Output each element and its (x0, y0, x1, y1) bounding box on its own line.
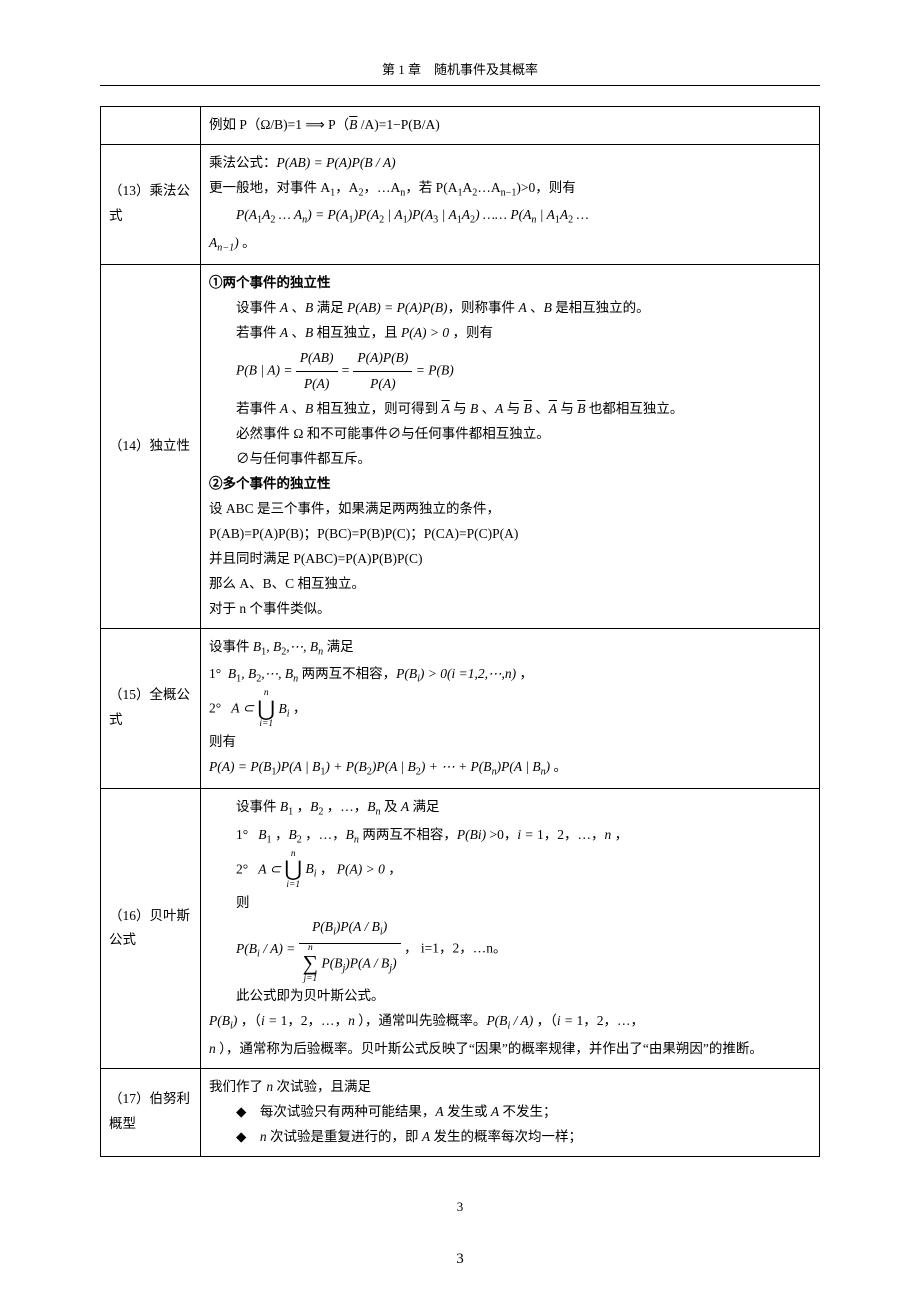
text-line: ◆ n 次试验是重复进行的，即 A 发生的概率每次均一样； (209, 1125, 811, 1150)
text-line: P(AB)=P(A)P(B)；P(BC)=P(B)P(C)；P(CA)=P(C)… (209, 522, 811, 547)
text-line: 若事件 A 、B 相互独立，则可得到 A 与 B 、A 与 B 、A 与 B 也… (209, 397, 811, 422)
text-line: An−1) 。 (209, 231, 811, 258)
page-number: 3 (100, 1197, 820, 1218)
row-content: 乘法公式：P(AB) = P(A)P(B / A) 更一般地，对事件 A1，A2… (201, 144, 820, 264)
text-line: 必然事件 Ω 和不可能事件∅与任何事件都相互独立。 (209, 422, 811, 447)
row-label (101, 106, 201, 144)
text-line: 设事件 A 、B 满足 P(AB) = P(A)P(B)，则称事件 A 、B 是… (209, 296, 811, 321)
heading: ②多个事件的独立性 (209, 472, 811, 497)
heading: ①两个事件的独立性 (209, 271, 811, 296)
text-line: P(A) = P(B1)P(A | B1) + P(B2)P(A | B2) +… (209, 755, 811, 782)
row-label: （16）贝叶斯公式 (101, 789, 201, 1069)
text-line: P(Bi / A) = P(Bi)P(A / Bi)n∑j=1 P(Bj)P(A… (209, 915, 811, 984)
text-line: 则有 (209, 730, 811, 755)
text-line: ∅与任何事件都互斥。 (209, 447, 811, 472)
text-line: 则 (209, 891, 811, 916)
table-row: （15）全概公式 设事件 B1, B2,⋯, Bn 满足 1° B1, B2,⋯… (101, 628, 820, 789)
text-line: 2° A ⊂ n⋃i=1 Bi ， (209, 689, 811, 730)
table-row: （14）独立性 ①两个事件的独立性 设事件 A 、B 满足 P(AB) = P(… (101, 264, 820, 628)
row-label: （17）伯努利概型 (101, 1068, 201, 1156)
text-line: ◆ 每次试验只有两种可能结果，A 发生或 A 不发生； (209, 1100, 811, 1125)
row-content: 例如 P（Ω/B)=1 ⟹ P（B /A)=1−P(B/A) (201, 106, 820, 144)
text-line: 2° A ⊂ n⋃i=1 Bi ， P(A) > 0 ， (209, 850, 811, 891)
text-line: P(B | A) = P(AB)P(A) = P(A)P(B)P(A) = P(… (209, 346, 811, 397)
text-line: 并且同时满足 P(ABC)=P(A)P(B)P(C) (209, 547, 811, 572)
table-row: （17）伯努利概型 我们作了 n 次试验，且满足 ◆ 每次试验只有两种可能结果，… (101, 1068, 820, 1156)
table-row: （13）乘法公式 乘法公式：P(AB) = P(A)P(B / A) 更一般地，… (101, 144, 820, 264)
text-line: 更一般地，对事件 A1，A2，…An，若 P(A1A2…An−1)>0，则有 (209, 176, 811, 203)
text-line: 对于 n 个事件类似。 (209, 597, 811, 622)
text-line: 我们作了 n 次试验，且满足 (209, 1075, 811, 1100)
text-line: P(Bi) ，（i = 1，2，…，n ），通常叫先验概率。P(Bi / A) … (209, 1009, 811, 1036)
row-content: 设事件 B1, B2,⋯, Bn 满足 1° B1, B2,⋯, Bn 两两互不… (201, 628, 820, 789)
row-content: 我们作了 n 次试验，且满足 ◆ 每次试验只有两种可能结果，A 发生或 A 不发… (201, 1068, 820, 1156)
row-label: （15）全概公式 (101, 628, 201, 789)
text-line: 乘法公式：P(AB) = P(A)P(B / A) (209, 151, 811, 176)
table-row: 例如 P（Ω/B)=1 ⟹ P（B /A)=1−P(B/A) (101, 106, 820, 144)
row-content: 设事件 B1 ，B2 ，…，Bn 及 A 满足 1° B1 ，B2 ，…，Bn … (201, 789, 820, 1069)
text-line: n ），通常称为后验概率。贝叶斯公式反映了“因果”的概率规律，并作出了“由果朔因… (209, 1037, 811, 1062)
page-number: 3 (100, 1247, 820, 1271)
row-label: （14）独立性 (101, 264, 201, 628)
content-table: 例如 P（Ω/B)=1 ⟹ P（B /A)=1−P(B/A) （13）乘法公式 … (100, 106, 820, 1157)
page-header: 第 1 章 随机事件及其概率 (100, 60, 820, 86)
text-line: 设事件 B1 ，B2 ，…，Bn 及 A 满足 (209, 795, 811, 822)
text-line: 1° B1, B2,⋯, Bn 两两互不相容，P(Bi) > 0(i =1,2,… (209, 662, 811, 689)
text-line: 设事件 B1, B2,⋯, Bn 满足 (209, 635, 811, 662)
table-row: （16）贝叶斯公式 设事件 B1 ，B2 ，…，Bn 及 A 满足 1° B1 … (101, 789, 820, 1069)
text-line: 那么 A、B、C 相互独立。 (209, 572, 811, 597)
text-line: 若事件 A 、B 相互独立，且 P(A) > 0 ，则有 (209, 321, 811, 346)
text-line: 1° B1 ，B2 ，…，Bn 两两互不相容，P(Bi) >0，i = 1，2，… (209, 823, 811, 850)
text-line: P(A1A2 … An) = P(A1)P(A2 | A1)P(A3 | A1A… (209, 203, 811, 230)
text-line: 设 ABC 是三个事件，如果满足两两独立的条件， (209, 497, 811, 522)
row-content: ①两个事件的独立性 设事件 A 、B 满足 P(AB) = P(A)P(B)，则… (201, 264, 820, 628)
row-label: （13）乘法公式 (101, 144, 201, 264)
text-line: 此公式即为贝叶斯公式。 (209, 984, 811, 1009)
